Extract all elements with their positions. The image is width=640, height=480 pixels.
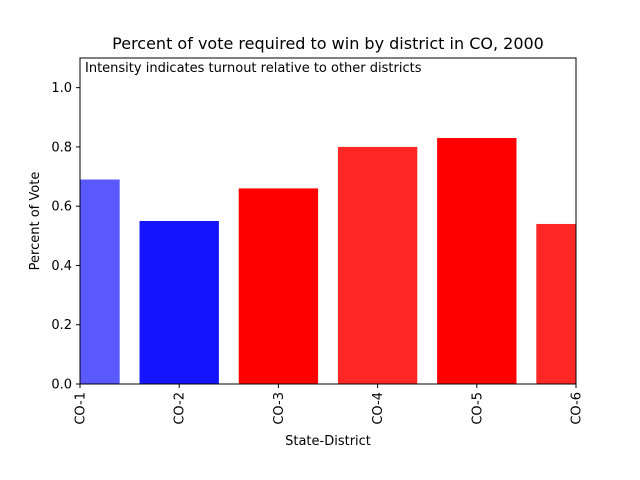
chart-annotation: Intensity indicates turnout relative to … [85,61,422,76]
bar-co-6 [536,223,576,384]
y-axis-ticks: 0.0 0.2 0.4 0.6 0.8 1.0 [51,81,80,393]
x-tick-label: CO-1 [74,392,89,425]
x-axis-label: State-District [285,434,371,449]
y-tick-label: 0.8 [51,140,72,155]
y-tick-label: 1.0 [51,81,72,96]
y-tick-label: 0.6 [51,200,72,215]
chart-title: Percent of vote required to win by distr… [112,34,544,53]
y-axis-label: Percent of Vote [28,172,43,271]
bar-co-4 [337,146,418,384]
bar-co-3 [238,188,319,384]
x-tick-label: CO-2 [173,392,188,425]
x-tick-label: CO-5 [470,392,485,425]
x-tick-label: CO-3 [272,392,287,425]
bar-co-1 [80,179,120,384]
y-tick-label: 0.0 [51,378,72,393]
bar-co-2 [139,221,219,384]
y-tick-label: 0.2 [51,318,72,333]
bar-co-5 [437,138,517,384]
plot-frame [79,57,577,385]
x-tick-label: CO-6 [570,392,585,425]
y-tick-label: 0.4 [51,259,72,274]
bars-group [80,138,576,384]
x-tick-label: CO-4 [371,392,386,425]
x-axis-ticks: CO-1 CO-2 CO-3 CO-4 CO-5 CO-6 [74,384,585,425]
